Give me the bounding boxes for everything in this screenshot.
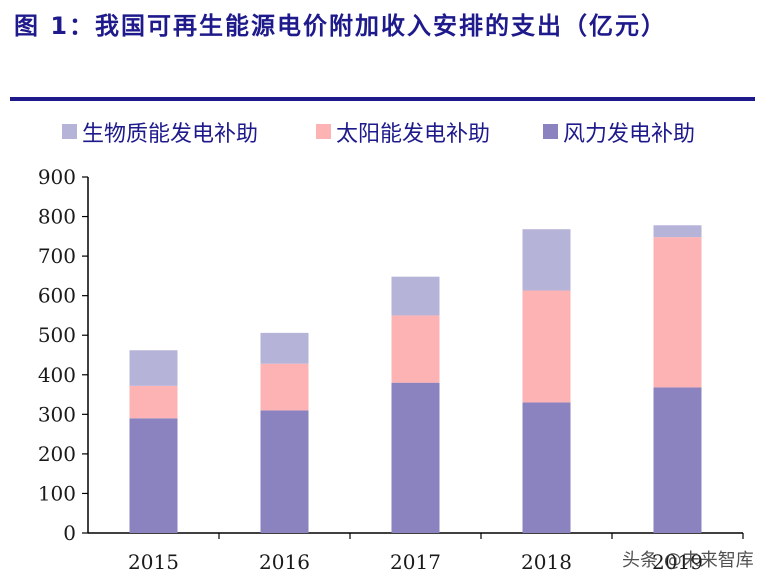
bar-solar-2017 bbox=[391, 315, 440, 383]
title-divider bbox=[10, 97, 755, 101]
bar-wind-2018 bbox=[522, 402, 571, 533]
y-tick-label: 900 bbox=[38, 165, 76, 189]
y-tick-label: 300 bbox=[38, 402, 76, 426]
chart-title: 图 1：我国可再生能源电价附加收入安排的支出（亿元） bbox=[14, 12, 668, 40]
bar-wind-2019 bbox=[653, 387, 702, 533]
x-tick-label-2019: 2019 bbox=[652, 550, 703, 574]
legend-label-wind: 风力发电补助 bbox=[563, 122, 695, 147]
bar-wind-2017 bbox=[391, 382, 440, 533]
legend-swatch-solar bbox=[316, 124, 331, 139]
bar-solar-2015 bbox=[129, 385, 178, 419]
x-tick-label-2018: 2018 bbox=[521, 550, 572, 574]
legend-label-biomass: 生物质能发电补助 bbox=[82, 122, 258, 147]
y-tick-label: 100 bbox=[38, 481, 76, 505]
bar-biomass-2015 bbox=[129, 350, 178, 386]
bar-biomass-2017 bbox=[391, 276, 440, 316]
x-tick-label-2015: 2015 bbox=[128, 550, 179, 574]
x-tick-label-2017: 2017 bbox=[390, 550, 441, 574]
bar-wind-2015 bbox=[129, 418, 178, 533]
bar-solar-2019 bbox=[653, 237, 702, 388]
bar-solar-2016 bbox=[260, 363, 309, 411]
y-tick-label: 200 bbox=[38, 442, 76, 466]
y-tick-label: 500 bbox=[38, 323, 76, 347]
legend-swatch-biomass bbox=[62, 124, 77, 139]
y-tick-label: 700 bbox=[38, 244, 76, 268]
bar-biomass-2016 bbox=[260, 332, 309, 364]
x-tick-label-2016: 2016 bbox=[259, 550, 310, 574]
bar-wind-2016 bbox=[260, 410, 309, 533]
bar-biomass-2018 bbox=[522, 229, 571, 291]
bar-biomass-2019 bbox=[653, 225, 702, 238]
y-tick-label: 800 bbox=[38, 205, 76, 229]
legend-swatch-wind bbox=[543, 124, 558, 139]
y-tick-label: 400 bbox=[38, 363, 76, 387]
watermark-text: 头条 @未来智库 bbox=[622, 550, 754, 571]
y-tick-label: 0 bbox=[63, 521, 76, 545]
watermark: 头条 @未来智库 bbox=[622, 546, 754, 572]
bar-solar-2018 bbox=[522, 290, 571, 403]
legend-label-solar: 太阳能发电补助 bbox=[336, 122, 490, 147]
y-tick-label: 600 bbox=[38, 284, 76, 308]
